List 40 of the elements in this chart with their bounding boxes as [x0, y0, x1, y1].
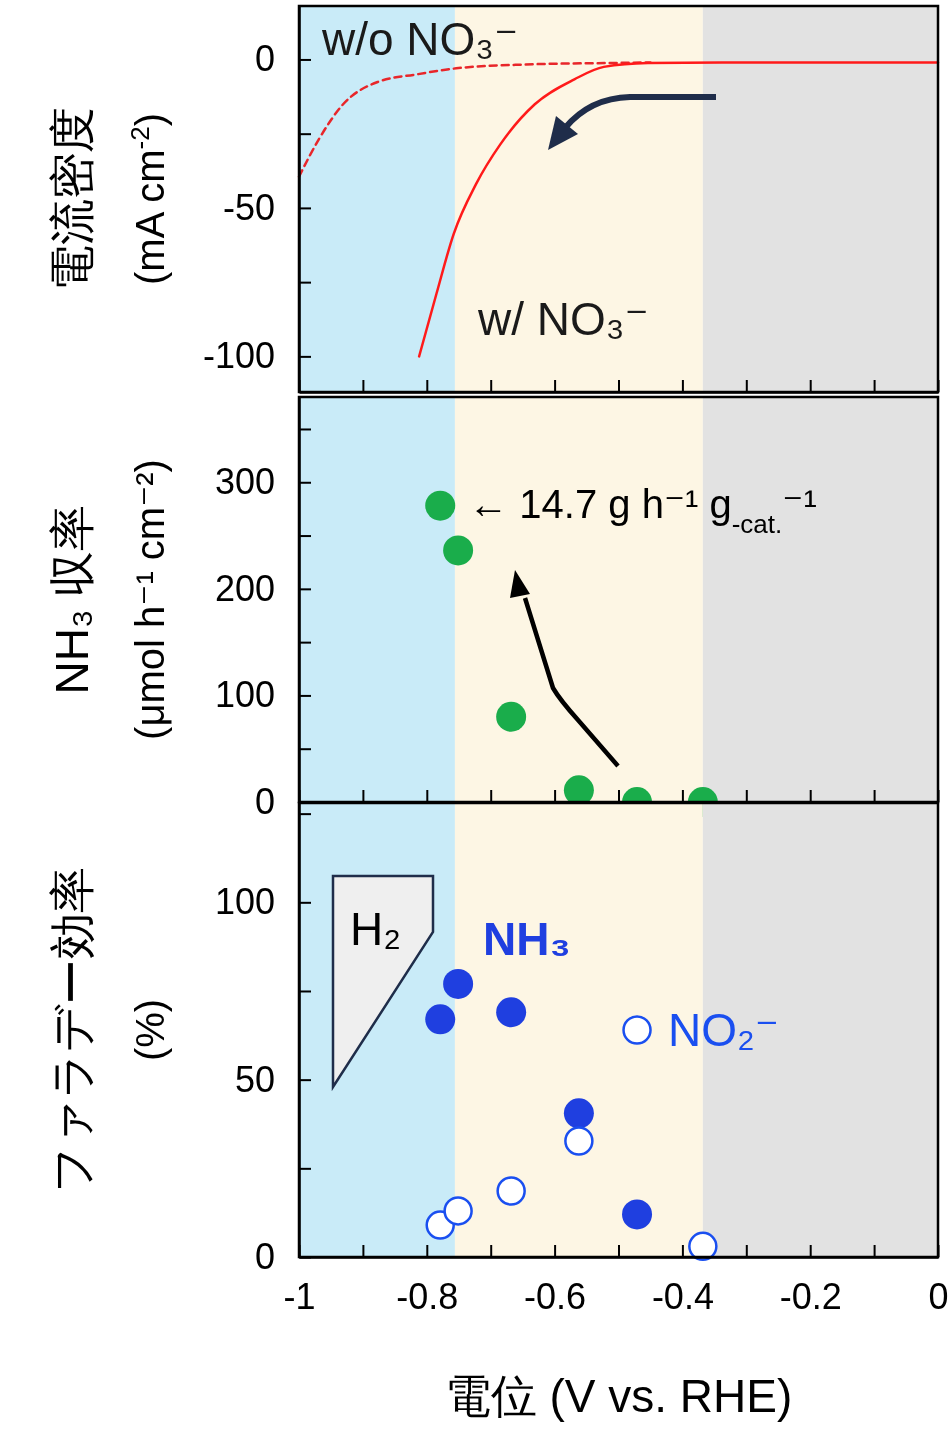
x-axis-title: 電位 (V vs. RHE) [444, 1370, 793, 1422]
x-tick-label: -0.4 [651, 1275, 714, 1317]
series-label: NO₂⁻ [668, 1004, 780, 1056]
point [688, 1231, 718, 1262]
y-tick-label: 0 [254, 38, 275, 80]
point [443, 1196, 473, 1226]
line-series [417, 61, 940, 358]
point [496, 997, 527, 1028]
y-tick-label: 300 [214, 461, 275, 503]
point [563, 1098, 594, 1129]
point [443, 968, 474, 999]
x-tick-label: -0.8 [396, 1275, 459, 1317]
y-tick-label: -100 [202, 335, 275, 377]
y-tick-label: 100 [214, 674, 275, 716]
point [622, 1199, 653, 1230]
point [564, 1126, 594, 1156]
series-label: w/ NO₃⁻ [477, 293, 649, 345]
series-label: w/o NO₃⁻ [321, 13, 519, 65]
point [425, 1004, 456, 1035]
y-axis-title: ファラデー効率 (%) [46, 867, 172, 1193]
y-tick-label: 0 [254, 1236, 275, 1278]
y-axis-title: NH₃ 収率 (μmol h⁻¹ cm⁻²) [46, 459, 172, 740]
x-tick-label: -0.2 [779, 1275, 842, 1317]
series-label: NH₃ [483, 913, 571, 965]
y-tick-label: 0 [254, 781, 275, 823]
x-tick-label: 0 [928, 1275, 949, 1317]
annotation: ← 14.7 g h⁻¹ g$_{-cat.}$⁻¹ [468, 481, 817, 539]
y-tick-label: 200 [214, 567, 275, 609]
point [443, 535, 474, 566]
point [622, 1015, 652, 1045]
x-tick-label: -1 [283, 1275, 316, 1317]
point [496, 701, 527, 732]
x-tick-label: -0.6 [524, 1275, 587, 1317]
pentagon-callout: H₂ [331, 874, 435, 1092]
point [425, 490, 456, 521]
y-tick-label: 100 [214, 881, 275, 923]
annotation: H₂ [350, 903, 402, 955]
y-tick-label: 50 [234, 1058, 275, 1100]
y-tick-label: -50 [222, 186, 275, 228]
point [496, 1176, 526, 1206]
